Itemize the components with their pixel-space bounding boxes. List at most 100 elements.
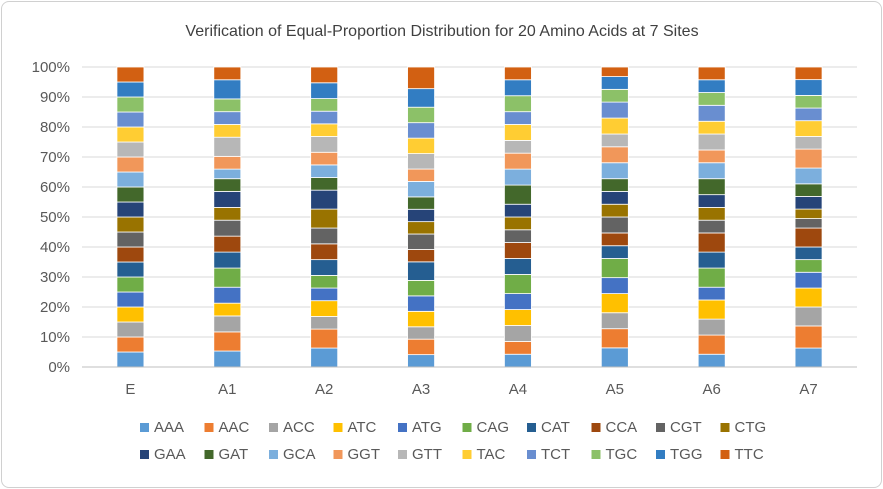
bar-segment-atc-a6 [697,299,726,320]
bar-segment-ttc-a1 [213,66,242,81]
x-tick-label: A4 [509,381,527,398]
legend-label: CTG [735,419,767,436]
bar-segment-cca-a2 [310,243,339,261]
bar-segment-aac-e [116,336,145,353]
legend-item-aaa: AAA [140,419,184,436]
x-tick-label: A7 [799,381,817,398]
bar-segment-cgt-a2 [310,227,339,245]
bar-segment-cag-a3 [407,280,435,297]
legend-swatch [398,423,407,432]
x-tick-label: A5 [606,381,624,398]
bar-segment-ctg-a7 [794,208,823,219]
x-tick-label: A6 [703,381,721,398]
legend-swatch [204,450,214,459]
bar-segment-atc-a2 [310,300,339,317]
bar-segment-gat-a4 [504,184,532,205]
y-tick-label: 90% [40,89,70,106]
bar-segment-tac-e [116,126,145,143]
bar-segment-gtt-e [116,141,145,158]
bar-segment-gat-a3 [407,196,435,210]
bar-segment-ttc-a3 [407,66,435,90]
bar-segment-aac-a7 [794,325,823,349]
bar-segment-gtt-a7 [794,136,823,150]
legend-item-tgc: TGC [591,446,637,463]
bar-segment-tgc-a2 [310,98,339,112]
legend-item-acc: ACC [269,419,315,436]
bar-segment-gat-a7 [794,183,823,197]
legend-label: GTT [412,446,442,463]
bar-segment-ctg-a5 [600,203,629,218]
bar-segment-gaa-a2 [310,189,339,210]
legend-label: CAG [477,419,510,436]
legend-label: GGT [348,446,381,463]
bars [116,66,823,368]
y-tick-label: 80% [40,119,70,136]
bar-segment-atg-a4 [504,293,532,310]
x-tick-label: A2 [315,381,333,398]
bar-segment-tgg-a1 [213,79,242,100]
bar-segment-ctg-a4 [504,216,532,231]
bar-segment-cat-a7 [794,246,823,261]
bar-segment-tct-a2 [310,110,339,125]
bar-segment-ggt-a6 [697,149,726,164]
legend-swatch [333,423,343,432]
bar-segment-atg-a2 [310,287,339,302]
bar-segment-atg-a3 [407,295,435,312]
legend-label: ATC [348,419,377,436]
bar-segment-tct-a3 [407,122,435,139]
bar-segment-ttc-a7 [794,66,823,81]
bar-segment-ctg-e [116,216,145,233]
bar-segment-atc-a3 [407,310,435,328]
bar-segment-atc-e [116,306,145,323]
legend-item-cat: CAT [527,419,570,436]
bar-segment-cat-a3 [407,261,435,281]
y-tick-label: 50% [40,209,70,226]
legend-item-gat: GAT [204,446,248,463]
bar-segment-acc-a5 [600,312,629,330]
bar-segment-tac-a5 [600,117,629,135]
legend-label: CAT [541,419,570,436]
y-tick-label: 30% [40,269,70,286]
bar-segment-atg-a7 [794,271,823,289]
legend-label: TGG [670,446,703,463]
bar-segment-ggt-e [116,156,145,173]
bar-segment-gaa-a4 [504,203,532,218]
gridlines [82,66,857,368]
bar-segment-aaa-a7 [794,347,823,368]
bar-segment-aaa-e [116,351,145,368]
bar-segment-tgg-a2 [310,82,339,99]
bar-segment-gat-a5 [600,178,629,192]
bar-segment-tac-a4 [504,124,532,141]
x-tick-label: A3 [412,381,430,398]
bar-segment-gca-a2 [310,164,339,178]
legend-label: CCA [606,419,638,436]
bar-segment-atg-a6 [697,286,726,301]
bar-segment-cag-a1 [213,267,242,288]
bar-segment-tgg-a4 [504,79,532,97]
bar-segment-tgc-a7 [794,95,823,109]
legend-swatch [656,423,665,432]
y-tick-label: 60% [40,179,70,196]
bar-segment-aac-a4 [504,341,532,355]
bar-segment-gca-a3 [407,181,435,198]
bar-segment-tgg-a6 [697,79,726,93]
bar-segment-tgc-a5 [600,88,629,103]
legend-label: AAA [154,419,184,436]
legend-label: TAC [477,446,506,463]
bar-segment-cat-a5 [600,245,629,259]
bar-segment-cca-e [116,246,145,263]
bar-segment-aac-a2 [310,328,339,349]
bar-segment-cat-e [116,261,145,278]
bar-segment-gaa-a1 [213,191,242,208]
bar-segment-cca-a7 [794,227,823,248]
bar-segment-atc-a7 [794,287,823,308]
legend-swatch [720,423,730,432]
bar-segment-cgt-a1 [213,219,242,237]
legend-swatch [333,450,343,459]
bar-segment-cag-a7 [794,259,823,273]
bar-segment-atg-e [116,291,145,308]
legend-swatch [656,450,665,459]
bar-segment-gca-a5 [600,162,629,180]
bar-segment-acc-a4 [504,325,532,342]
